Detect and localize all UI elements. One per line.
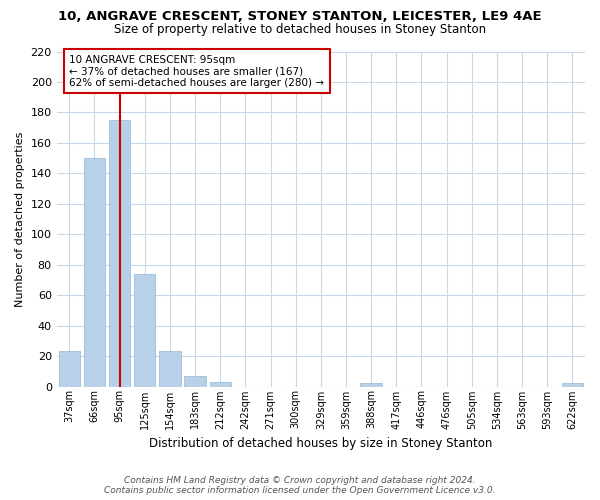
Text: 10, ANGRAVE CRESCENT, STONEY STANTON, LEICESTER, LE9 4AE: 10, ANGRAVE CRESCENT, STONEY STANTON, LE… xyxy=(58,10,542,23)
Bar xyxy=(109,120,130,386)
Bar xyxy=(134,274,155,386)
X-axis label: Distribution of detached houses by size in Stoney Stanton: Distribution of detached houses by size … xyxy=(149,437,493,450)
Bar xyxy=(184,376,206,386)
Text: 10 ANGRAVE CRESCENT: 95sqm
← 37% of detached houses are smaller (167)
62% of sem: 10 ANGRAVE CRESCENT: 95sqm ← 37% of deta… xyxy=(70,54,325,88)
Text: Contains HM Land Registry data © Crown copyright and database right 2024.
Contai: Contains HM Land Registry data © Crown c… xyxy=(104,476,496,495)
Y-axis label: Number of detached properties: Number of detached properties xyxy=(15,132,25,306)
Bar xyxy=(59,352,80,386)
Bar xyxy=(562,384,583,386)
Text: Size of property relative to detached houses in Stoney Stanton: Size of property relative to detached ho… xyxy=(114,22,486,36)
Bar xyxy=(84,158,105,386)
Bar xyxy=(159,352,181,386)
Bar xyxy=(209,382,231,386)
Bar xyxy=(361,384,382,386)
